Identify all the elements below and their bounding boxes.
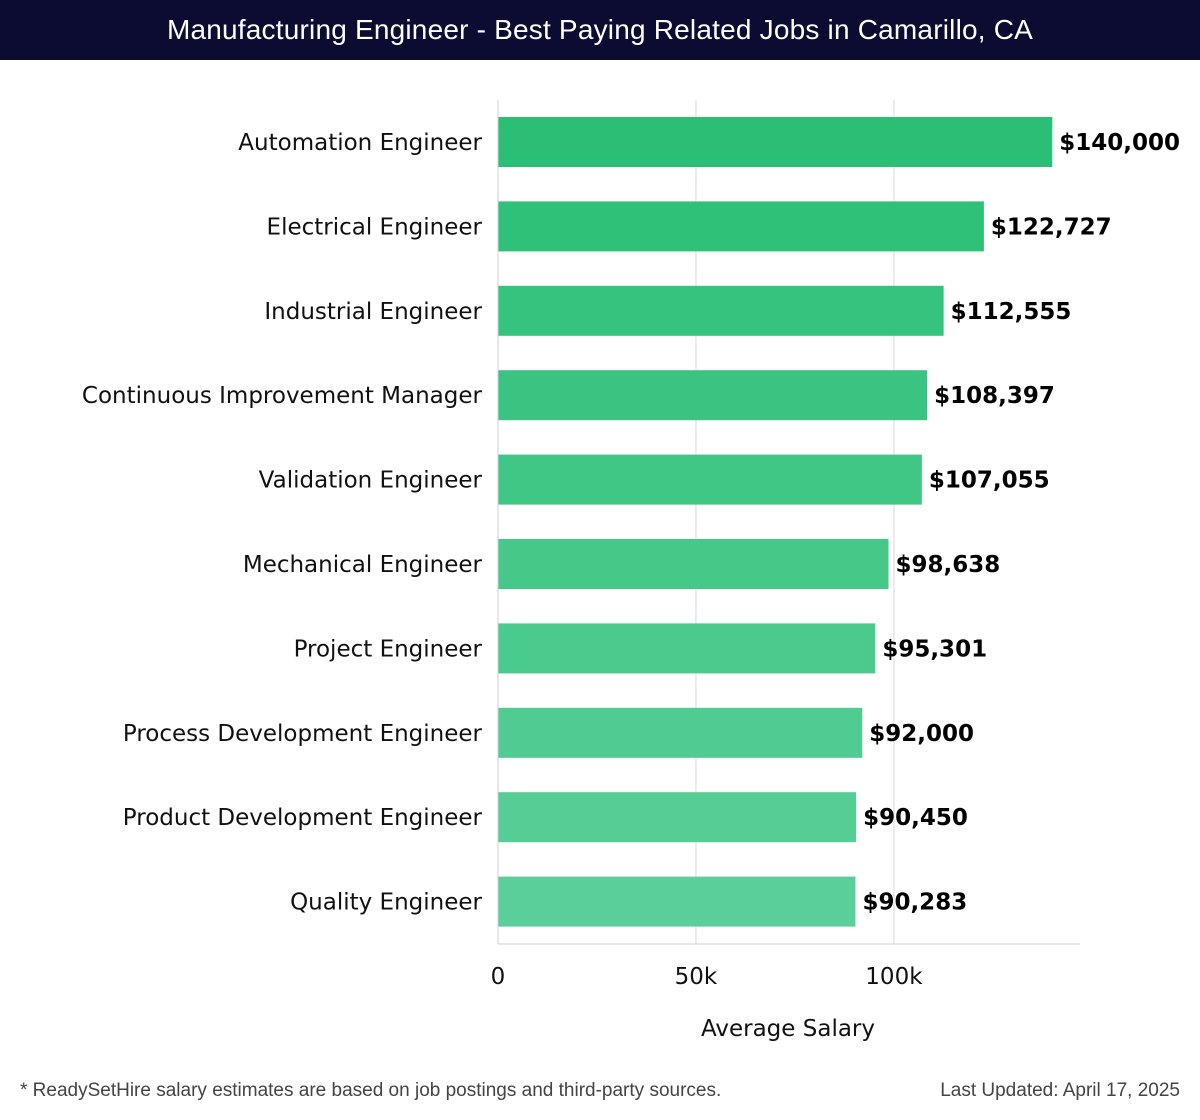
bar [498,201,984,252]
chart-title: Manufacturing Engineer - Best Paying Rel… [0,0,1200,60]
value-label: $90,450 [863,805,968,831]
value-label: $112,555 [951,299,1072,325]
category-label: Automation Engineer [238,130,482,156]
category-label: Quality Engineer [290,890,482,916]
bar [498,623,876,674]
category-label: Industrial Engineer [264,299,482,325]
category-label: Project Engineer [294,636,483,662]
bar [498,117,1053,167]
x-axis-label: Average Salary [701,1016,875,1042]
value-label: $95,301 [882,636,987,662]
bar [498,370,928,421]
value-label: $107,055 [929,468,1050,494]
value-labels: $140,000 $122,727 $112,555 $108,397 $107,055… [862,130,1180,916]
category-label: Mechanical Engineer [243,552,483,578]
bar [498,454,922,505]
last-updated: Last Updated: April 17, 2025 [940,1080,1180,1101]
value-label: $90,283 [862,890,967,916]
value-label: $122,727 [991,214,1112,240]
value-label: $98,638 [896,552,1001,578]
x-axis: 0 50k 100k [491,100,1080,990]
x-tick-label: 50k [675,964,718,990]
bar [498,792,857,843]
bar [498,539,889,589]
bar-chart: Automation Engineer Electrical Engineer In… [82,100,1180,1042]
category-label: Validation Engineer [259,468,483,494]
x-tick-label: 0 [491,964,506,990]
bar [498,876,856,927]
value-label: $108,397 [934,383,1055,409]
value-label: $92,000 [869,721,974,747]
category-label: Electrical Engineer [267,214,483,240]
value-label: $140,000 [1059,130,1180,156]
category-label: Continuous Improvement Manager [82,383,483,409]
category-label: Product Development Engineer [123,805,483,831]
bar [498,285,944,336]
x-tick-label: 100k [865,964,923,990]
footnote: * ReadySetHire salary estimates are base… [20,1080,722,1101]
bars [498,117,1053,927]
bar [498,707,863,758]
category-labels: Automation Engineer Electrical Engineer In… [82,130,483,916]
category-label: Process Development Engineer [123,721,483,747]
